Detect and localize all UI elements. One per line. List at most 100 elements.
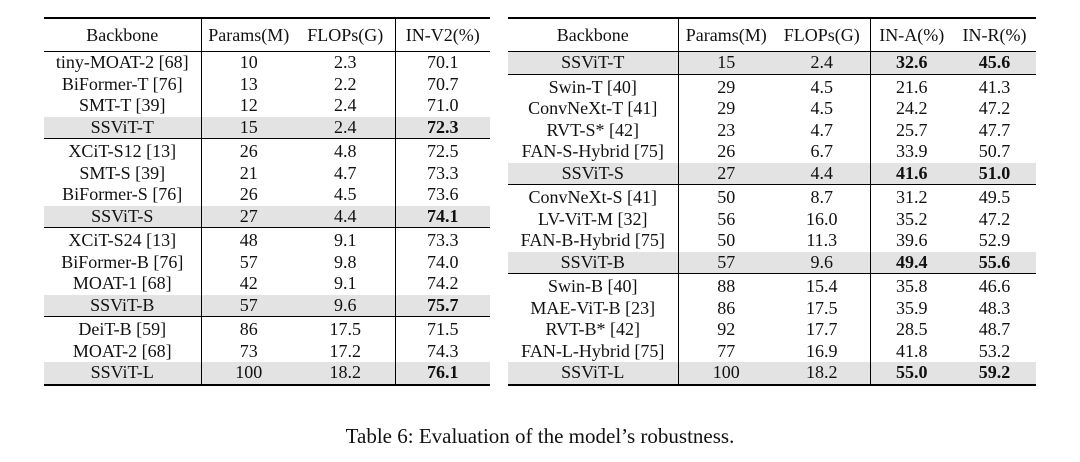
col-header-flops: FLOPs(G): [774, 18, 871, 52]
table-cell: 73.3: [427, 162, 459, 183]
table-cell: 4.5: [296, 184, 396, 206]
table-cell: 9.1: [296, 227, 396, 252]
table-row: Swin-T [40] 29 4.5 21.6 41.3: [508, 73, 1036, 98]
table-row-highlight: SSViT-B 57 9.6 75.7: [44, 294, 490, 317]
table-cell: 17.5: [774, 297, 871, 319]
table-cell: 10: [239, 52, 258, 73]
table-row: BiFormer-B [76] 57 9.8 74.0: [44, 251, 490, 273]
table-cell: 57: [678, 251, 774, 274]
table-cell: 2.4: [296, 95, 396, 117]
table-cell: 17.2: [296, 340, 396, 362]
table-cell: 70.1: [427, 52, 459, 73]
table-cell: 73: [239, 340, 258, 361]
table-cell: SSViT-T: [44, 116, 202, 139]
table-cell: 48.7: [978, 319, 1011, 340]
table-cell: 29: [678, 73, 774, 98]
table-cell: ConvNeXt-T [41]: [508, 98, 679, 120]
table-cell: 46.6: [953, 273, 1036, 298]
table-cell: 29: [717, 98, 736, 119]
table-row-highlight: SSViT-S 27 4.4 74.1: [44, 205, 490, 228]
table-row: ConvNeXt-S [41] 50 8.7 31.2 49.5: [508, 184, 1036, 209]
table-cell: BiFormer-T [76]: [44, 73, 202, 95]
table-cell: 27: [201, 205, 296, 228]
table-row: tiny-MOAT-2 [68] 10 2.3 70.1: [44, 51, 490, 74]
table-cell: Swin-B [40]: [508, 273, 679, 298]
table-cell: 15: [678, 51, 774, 74]
table-cell: 17.5: [296, 316, 396, 341]
table-header: Backbone Params(M) FLOPs(G) IN-V2(%): [44, 18, 490, 52]
table-cell: 4.7: [774, 119, 871, 141]
table-cell: 15.4: [774, 273, 871, 298]
table-cell: 26: [717, 141, 736, 162]
table-caption: Table 6: Evaluation of the model’s robus…: [345, 424, 735, 448]
robustness-table-in-a-in-r: Backbone Params(M) FLOPs(G) IN-A(%) IN-R…: [508, 17, 1036, 386]
table-row: FAN-B-Hybrid [75] 50 11.3 39.6 52.9: [508, 230, 1036, 252]
table-body: tiny-MOAT-2 [68] 10 2.3 70.1 BiFormer-T [76]…: [44, 51, 490, 385]
col-header-params: Params(M): [201, 18, 296, 52]
table-row: SMT-S [39] 21 4.7 73.3: [44, 162, 490, 184]
table-cell: 21: [239, 162, 258, 183]
table-cell: 74.2: [427, 273, 459, 294]
table-cell: SSViT-S: [508, 162, 679, 185]
table-cell: 17.7: [774, 319, 871, 341]
table-cell: RVT-S* [42]: [508, 119, 679, 141]
table-cell: 32.6: [870, 51, 953, 74]
table-row: MOAT-1 [68] 42 9.1 74.2: [44, 273, 490, 295]
table-cell: 4.4: [296, 205, 396, 228]
table-cell: 70.7: [427, 73, 459, 94]
table-cell: 15: [201, 116, 296, 139]
table-cell: 28.5: [896, 319, 928, 340]
table-cell: 4.8: [296, 138, 396, 163]
table-cell: 55.6: [953, 251, 1036, 274]
table-cell: SSViT-L: [508, 362, 679, 385]
table-cell: XCiT-S12 [13]: [44, 138, 202, 163]
table-cell: 77: [717, 340, 736, 361]
table-cell: 35.8: [870, 273, 953, 298]
table-body: SSViT-T 15 2.4 32.6 45.6 Swin-T [40] 29 4.5 21.6…: [508, 51, 1036, 385]
table-cell: 9.8: [296, 251, 396, 273]
table-cell: MAE-ViT-B [23]: [508, 297, 679, 319]
table-row: DeiT-B [59] 86 17.5 71.5: [44, 316, 490, 341]
table-cell: Swin-T [40]: [508, 73, 679, 98]
table-cell: 57: [201, 294, 296, 317]
table-cell: 48: [201, 227, 296, 252]
col-header-params: Params(M): [678, 18, 774, 52]
table-cell: MOAT-2 [68]: [44, 340, 202, 362]
table-cell: 25.7: [896, 119, 928, 140]
table-cell: 47.7: [978, 119, 1011, 140]
table-cell: 50: [717, 230, 736, 251]
table-cell: 48.3: [978, 297, 1011, 318]
table-cell: MOAT-1 [68]: [44, 273, 202, 295]
table-cell: 4.4: [774, 162, 871, 185]
table-cell: BiFormer-B [76]: [44, 251, 202, 273]
table-cell: ConvNeXt-S [41]: [508, 184, 679, 209]
table-cell: SSViT-S: [44, 205, 202, 228]
table-cell: 35.9: [896, 297, 928, 318]
table-cell: 16.0: [774, 208, 871, 230]
table-cell: 9.6: [296, 294, 396, 317]
table-cell: 72.3: [395, 116, 490, 139]
table-cell: 26: [239, 184, 258, 205]
table-cell: FAN-L-Hybrid [75]: [508, 340, 679, 362]
table-cell: 47.2: [978, 98, 1011, 119]
table-cell: 4.5: [774, 73, 871, 98]
table-row: BiFormer-T [76] 13 2.2 70.7: [44, 73, 490, 95]
table-row: XCiT-S24 [13] 48 9.1 73.3: [44, 227, 490, 252]
col-header-in-v2: IN-V2(%): [395, 18, 490, 52]
table-cell: 33.9: [896, 141, 928, 162]
table-cell: 41.8: [896, 340, 928, 361]
table-cell: 49.4: [870, 251, 953, 274]
table-row-highlight: SSViT-T 15 2.4 32.6 45.6: [508, 51, 1036, 74]
table-cell: 2.3: [296, 51, 396, 74]
table-cell: 2.2: [296, 73, 396, 95]
table-cell: 45.6: [953, 51, 1036, 74]
table-row: MOAT-2 [68] 73 17.2 74.3: [44, 340, 490, 362]
table-row: FAN-S-Hybrid [75] 26 6.7 33.9 50.7: [508, 141, 1036, 163]
table-cell: 72.5: [395, 138, 490, 163]
table-cell: 100: [201, 362, 296, 385]
table-cell: 74.1: [395, 205, 490, 228]
table-cell: 73.3: [395, 227, 490, 252]
table-cell: 9.6: [774, 251, 871, 274]
table-cell: 41.6: [870, 162, 953, 185]
table-cell: SSViT-T: [508, 51, 679, 74]
